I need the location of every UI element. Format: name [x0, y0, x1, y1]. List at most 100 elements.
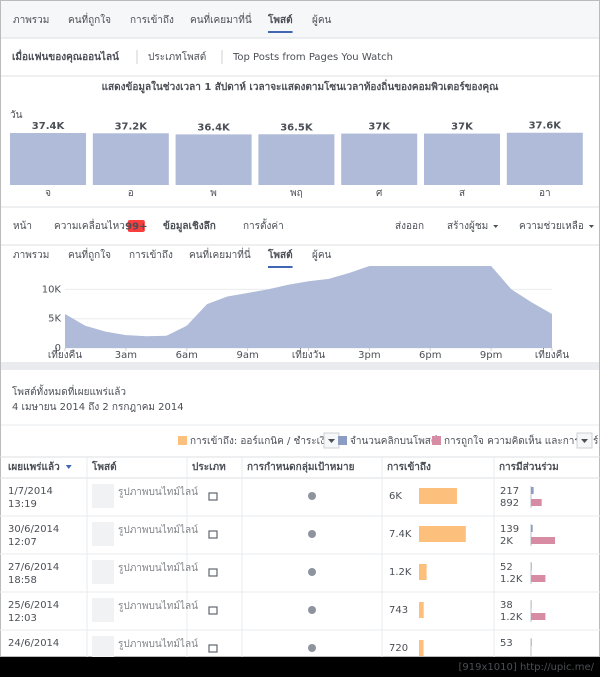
globe-icon — [308, 606, 316, 614]
reach-label: 7.4K — [389, 529, 412, 540]
tab[interactable]: โพสต์ — [267, 248, 293, 261]
caret — [328, 439, 335, 443]
tab[interactable]: ภาพรวม — [13, 250, 49, 261]
post-text[interactable]: รูปภาพบนไทม์ไลน์ — [118, 524, 198, 536]
nav-action[interactable]: ความช่วยเหลือ — [519, 220, 584, 232]
nav-action[interactable]: สร้างผู้ชม — [447, 220, 488, 232]
column-header[interactable]: การมีส่วนร่วม — [499, 461, 559, 473]
tab[interactable]: โพสต์ — [267, 13, 293, 26]
legend-label: จำนวนคลิกบนโพสต์ — [350, 434, 437, 447]
footer-bar — [0, 657, 600, 677]
section-title: โพสต์ทั้งหมดที่เผยแพร่แล้ว — [12, 384, 126, 398]
legend-label: การถูกใจ ความคิดเห็น และการแชร์ — [444, 433, 599, 447]
nav-item[interactable]: หน้า — [13, 220, 32, 232]
y-tick-label: 10K — [42, 284, 62, 295]
clicks-value: 217 — [500, 486, 519, 497]
reach-bar — [419, 602, 424, 618]
day-label: ศ — [376, 188, 383, 199]
clicks-bar — [531, 639, 532, 646]
reactions-bar — [531, 537, 555, 544]
caret — [588, 225, 594, 228]
x-tick-label: เที่ยงคืน — [48, 347, 82, 361]
bar — [175, 134, 252, 185]
tab[interactable]: การเข้าถึง — [129, 249, 173, 261]
post-text[interactable]: รูปภาพบนไทม์ไลน์ — [118, 486, 198, 498]
tab[interactable]: ผู้คน — [312, 249, 332, 261]
type-icon — [208, 606, 218, 615]
reach-bar — [419, 488, 457, 504]
post-text[interactable]: รูปภาพบนไทม์ไลน์ — [118, 638, 198, 650]
x-tick-label: เที่ยงวัน — [292, 347, 325, 361]
clicks-bar — [531, 563, 532, 570]
reactions-label: 1.2K — [500, 612, 523, 623]
tab[interactable]: คนที่เคยมาที่นี่ — [189, 247, 251, 261]
caret — [493, 225, 499, 228]
bar-value-label: 37K — [451, 122, 474, 133]
tab[interactable]: คนที่ถูกใจ — [68, 247, 111, 261]
sub-tab[interactable]: เมื่อแฟนของคุณออนไลน์ — [12, 49, 119, 63]
sub-tab[interactable]: Top Posts from Pages You Watch — [232, 52, 393, 63]
day-label: อ — [128, 188, 134, 199]
reactions-bar — [531, 499, 542, 506]
footer-text: [919x1010] http://upic.me/ — [459, 662, 595, 673]
column-header[interactable]: ประเภท — [192, 461, 226, 473]
clicks-bar — [531, 487, 534, 494]
post-time: 18:58 — [8, 575, 37, 586]
reach-label: 1.2K — [389, 567, 412, 578]
top-tab-bar — [0, 0, 600, 38]
globe-icon — [308, 568, 316, 576]
post-date: 30/6/2014 — [8, 524, 59, 535]
reactions-label: 892 — [500, 498, 519, 509]
tab[interactable]: การเข้าถึง — [130, 14, 174, 26]
tab[interactable]: ผู้คน — [312, 14, 332, 26]
clicks-bar — [531, 525, 533, 532]
post-thumbnail — [92, 560, 114, 584]
days-label: วัน — [10, 110, 23, 121]
post-text[interactable]: รูปภาพบนไทม์ไลน์ — [118, 600, 198, 612]
caret — [581, 439, 588, 443]
badge-count: 99+ — [125, 222, 147, 233]
x-tick-label: เที่ยงคืน — [535, 347, 569, 361]
tab[interactable]: คนที่เคยมาที่นี่ — [190, 12, 252, 26]
bar — [92, 133, 169, 185]
post-date: 1/7/2014 — [8, 486, 53, 497]
bar-value-label: 37.6K — [529, 121, 563, 132]
x-tick-label: 9pm — [480, 350, 502, 361]
post-thumbnail — [92, 636, 114, 660]
day-label: ส — [459, 188, 465, 199]
sub-tab[interactable]: ประเภทโพสต์ — [148, 50, 206, 63]
area — [65, 266, 552, 348]
globe-icon — [308, 492, 316, 500]
type-icon — [208, 492, 218, 501]
nav-item[interactable]: ข้อมูลเชิงลึก — [163, 220, 216, 233]
globe-icon — [308, 644, 316, 652]
clicks-value: 139 — [500, 524, 519, 535]
y-tick-label: 0 — [55, 343, 61, 354]
tab[interactable]: คนที่ถูกใจ — [68, 12, 111, 26]
column-header[interactable]: การเข้าถึง — [387, 461, 431, 473]
post-date: 24/6/2014 — [8, 638, 59, 649]
tab[interactable]: ภาพรวม — [13, 15, 49, 26]
post-time: 12:07 — [8, 537, 37, 548]
reactions-bar — [531, 613, 546, 620]
column-header[interactable]: การกำหนดกลุ่มเป้าหมาย — [247, 461, 355, 473]
nav-item[interactable]: การตั้งค่า — [243, 218, 284, 232]
bar-value-label: 37.2K — [115, 121, 149, 132]
post-date: 25/6/2014 — [8, 600, 59, 611]
column-header[interactable]: โพสต์ — [91, 460, 117, 473]
x-tick-label: 6pm — [419, 350, 441, 361]
legend-swatch — [432, 436, 441, 445]
nav-item[interactable]: ความเคลื่อนไหว — [54, 218, 125, 232]
bar-value-label: 36.4K — [197, 122, 231, 133]
nav-action[interactable]: ส่งออก — [395, 221, 424, 232]
type-icon — [208, 530, 218, 539]
section-date-range: 4 เมษายน 2014 ถึง 2 กรกฎาคม 2014 — [12, 401, 184, 413]
post-time: 12:03 — [8, 613, 37, 624]
post-text[interactable]: รูปภาพบนไทม์ไลน์ — [118, 562, 198, 574]
notice: แสดงข้อมูลในช่วงเวลา 1 สัปดาห์ เวลาจะแสด… — [102, 79, 500, 94]
bar — [10, 133, 86, 185]
bar — [506, 132, 583, 185]
x-tick-label: 9am — [237, 350, 259, 361]
column-header[interactable]: เผยแพร่แล้ว — [8, 461, 60, 473]
